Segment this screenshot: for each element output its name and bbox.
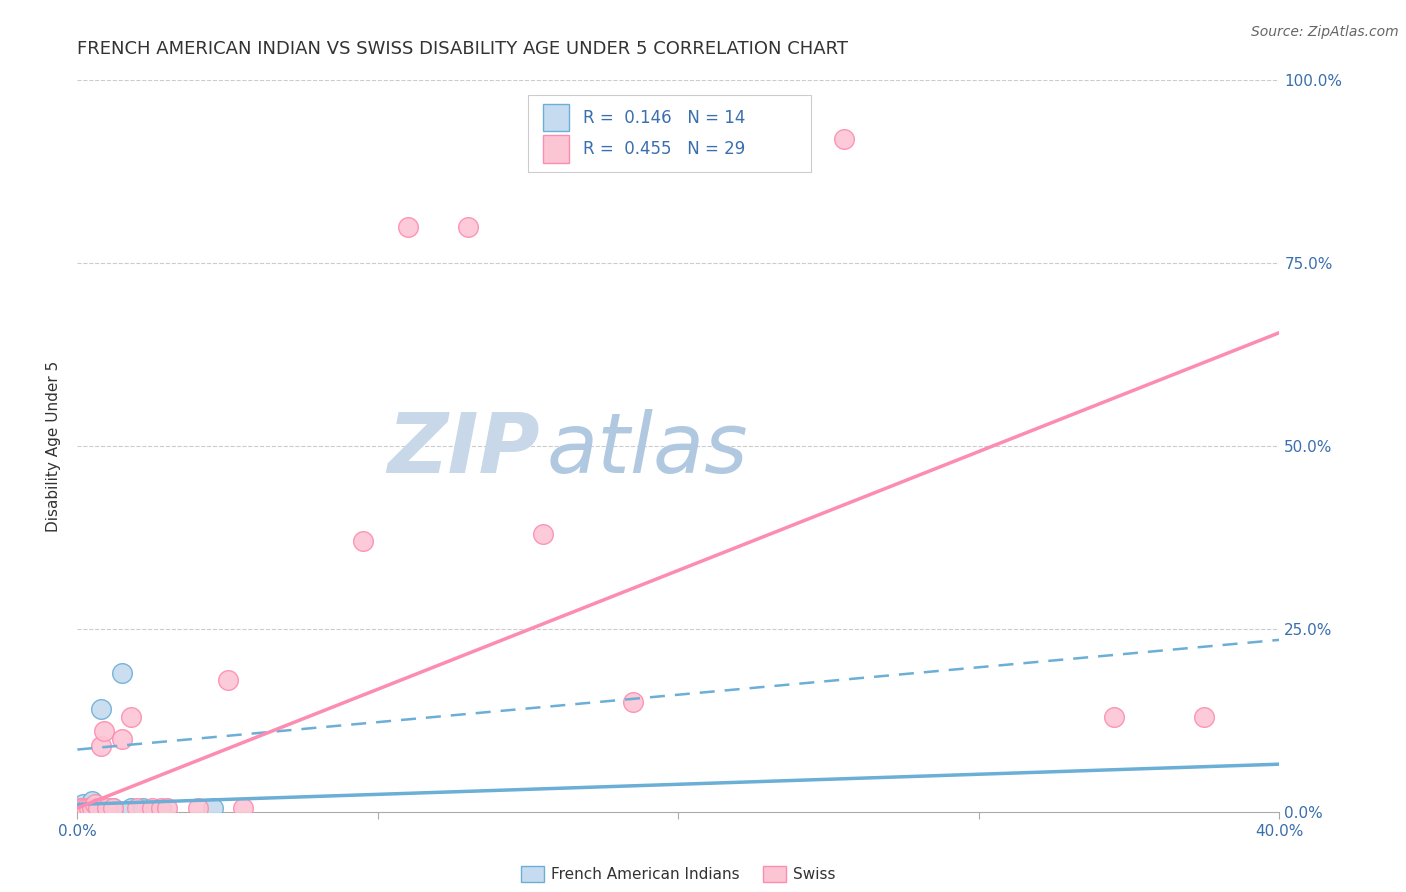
Point	[90, 702, 112, 716]
Point	[69, 801, 91, 815]
FancyBboxPatch shape	[543, 103, 569, 131]
Point	[103, 801, 125, 815]
Point	[79, 801, 101, 815]
Point	[141, 801, 163, 815]
Point	[832, 132, 855, 146]
Legend: French American Indians, Swiss: French American Indians, Swiss	[515, 860, 842, 888]
Point	[531, 526, 554, 541]
Point	[96, 801, 118, 815]
Text: R =  0.455   N = 29: R = 0.455 N = 29	[583, 140, 745, 158]
Point	[457, 219, 479, 234]
Point	[120, 801, 142, 815]
Text: ZIP: ZIP	[388, 409, 540, 491]
Point	[621, 695, 644, 709]
Point	[87, 801, 110, 815]
Point	[127, 801, 149, 815]
Point	[187, 801, 209, 815]
FancyBboxPatch shape	[543, 136, 569, 163]
Point	[156, 801, 179, 815]
Point	[84, 801, 107, 815]
Point	[93, 724, 115, 739]
Point	[87, 801, 110, 815]
Text: atlas: atlas	[546, 409, 748, 491]
Point	[82, 794, 104, 808]
Point	[396, 219, 419, 234]
Point	[103, 801, 125, 815]
FancyBboxPatch shape	[529, 95, 811, 171]
Point	[93, 801, 115, 815]
Point	[352, 534, 374, 549]
Point	[75, 801, 97, 815]
Point	[150, 801, 173, 815]
Point	[111, 665, 134, 680]
Point	[132, 801, 155, 815]
Point	[1102, 709, 1125, 723]
Point	[84, 797, 107, 812]
Point	[72, 801, 94, 815]
Point	[82, 801, 104, 815]
Point	[232, 801, 254, 815]
Point	[201, 801, 224, 815]
Text: R =  0.146   N = 14: R = 0.146 N = 14	[583, 109, 745, 127]
Point	[72, 797, 94, 812]
Point	[1194, 709, 1216, 723]
Point	[217, 673, 239, 687]
Point	[697, 139, 720, 153]
Point	[69, 801, 91, 815]
Point	[79, 801, 101, 815]
Point	[82, 801, 104, 815]
Point	[120, 709, 142, 723]
Text: FRENCH AMERICAN INDIAN VS SWISS DISABILITY AGE UNDER 5 CORRELATION CHART: FRENCH AMERICAN INDIAN VS SWISS DISABILI…	[77, 40, 848, 58]
Point	[111, 731, 134, 746]
Point	[75, 801, 97, 815]
Y-axis label: Disability Age Under 5: Disability Age Under 5	[46, 360, 62, 532]
Point	[90, 739, 112, 753]
Point	[90, 801, 112, 815]
Text: Source: ZipAtlas.com: Source: ZipAtlas.com	[1251, 25, 1399, 39]
